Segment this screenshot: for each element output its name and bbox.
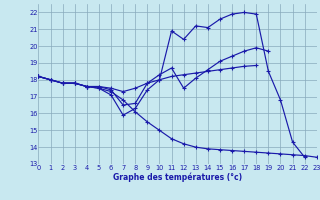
X-axis label: Graphe des températures (°c): Graphe des températures (°c) — [113, 172, 242, 182]
